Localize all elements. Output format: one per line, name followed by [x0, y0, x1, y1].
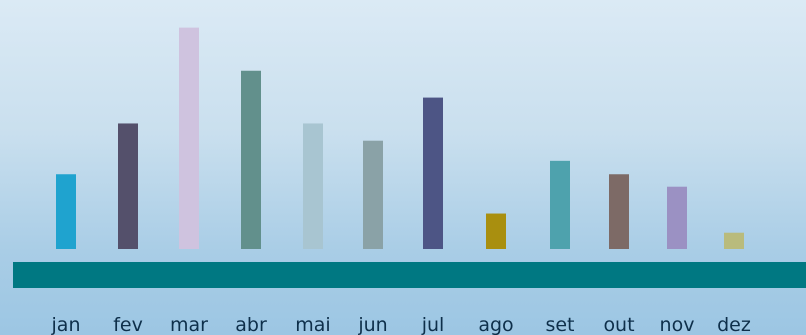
- x-tick-label-ago: ago: [478, 314, 513, 335]
- x-tick-label-mai: mai: [295, 314, 330, 335]
- bar-jan: [56, 174, 76, 249]
- x-tick-label-abr: abr: [235, 314, 267, 335]
- bars-group: [56, 27, 744, 249]
- baseline-band: [13, 262, 806, 288]
- bar-nov: [667, 186, 687, 249]
- x-tick-labels: jan fev mar abr mai jun jul ago set out nov dez: [51, 314, 751, 335]
- x-tick-label-mar: mar: [170, 314, 208, 335]
- x-tick-label-fev: fev: [113, 314, 143, 335]
- bar-ago: [486, 213, 506, 249]
- bar-jun: [363, 140, 383, 249]
- x-tick-label-jul: jul: [421, 314, 445, 335]
- bar-abr: [241, 70, 261, 249]
- bar-out: [609, 174, 629, 249]
- bar-jul: [423, 97, 443, 249]
- x-tick-label-jan: jan: [51, 314, 81, 335]
- bar-mai: [303, 123, 323, 249]
- bar-dez: [724, 232, 744, 249]
- x-tick-label-set: set: [545, 314, 574, 335]
- x-tick-label-out: out: [603, 314, 634, 335]
- x-tick-label-jun: jun: [357, 314, 387, 335]
- x-tick-label-nov: nov: [660, 314, 695, 335]
- bar-set: [550, 160, 570, 249]
- bar-mar: [179, 27, 199, 249]
- x-tick-label-dez: dez: [717, 314, 751, 335]
- bar-fev: [118, 123, 138, 249]
